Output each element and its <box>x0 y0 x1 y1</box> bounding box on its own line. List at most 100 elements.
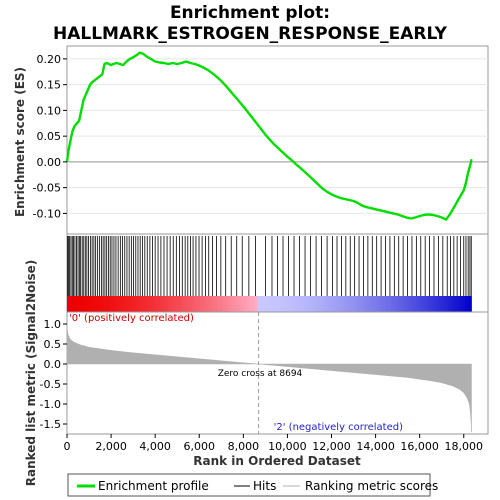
heatmap-segment <box>263 296 267 312</box>
x-axis-ticks: 0 2,000 4,000 6,000 8,000 10,000 12,000 14,000 1… <box>64 434 484 453</box>
heatmap-segment <box>211 296 215 312</box>
heatmap-segment <box>370 296 374 312</box>
rank-heatmap-bar <box>67 296 472 312</box>
heatmap-segment <box>361 296 365 312</box>
heatmap-segment <box>127 296 131 312</box>
heatmap-segment <box>393 296 397 312</box>
heatmap-segment <box>419 296 423 312</box>
heatmap-segment <box>379 296 383 312</box>
enrichment-profile-line <box>65 51 473 221</box>
heatmap-segment <box>321 296 325 312</box>
heatmap-segment <box>358 296 363 312</box>
heatmap-segment <box>329 296 334 312</box>
heatmap-segment <box>286 296 290 312</box>
negative-region-label: '2' (negatively correlated) <box>274 422 403 433</box>
x-tick-label: 2,000 <box>95 440 127 453</box>
x-axis-label: Rank in Ordered Dataset <box>193 454 361 468</box>
heatmap-segment <box>355 296 360 312</box>
heatmap-segment <box>405 296 409 312</box>
heatmap-segment <box>465 296 469 312</box>
heatmap-segment <box>410 296 415 312</box>
legend-enrichment-label: Enrichment profile <box>98 479 209 493</box>
heatmap-segment <box>173 296 178 312</box>
heatmap-segment <box>234 296 238 312</box>
heatmap-segment <box>69 296 74 312</box>
heatmap-segment <box>324 296 328 312</box>
heatmap-segment <box>367 296 371 312</box>
heatmap-segment <box>260 296 264 312</box>
heatmap-segment <box>168 296 172 312</box>
heatmap-segment <box>147 296 152 312</box>
heatmap-segment <box>390 296 394 312</box>
heatmap-segment <box>228 296 233 312</box>
heatmap-segment <box>84 296 88 312</box>
heatmap-segment <box>399 296 403 312</box>
es-y-tick-label: 0.00 <box>37 156 62 169</box>
heatmap-segment <box>243 296 247 312</box>
heatmap-segment <box>381 296 386 312</box>
heatmap-segment <box>428 296 432 312</box>
es-y-tick-label: 0.05 <box>37 130 62 143</box>
legend-metric-label: Ranking metric scores <box>305 479 438 493</box>
x-tick-label: 14,000 <box>356 440 395 453</box>
heatmap-segment <box>341 296 345 312</box>
metric-y-tick-label: -1.5 <box>40 418 61 431</box>
es-panel-frame <box>66 45 489 235</box>
heatmap-segment <box>133 296 137 312</box>
heatmap-segment <box>292 296 296 312</box>
heatmap-segment <box>387 296 391 312</box>
heatmap-segment <box>87 296 91 312</box>
heatmap-segment <box>413 296 417 312</box>
heatmap-segment <box>327 296 331 312</box>
heatmap-segment <box>78 296 82 312</box>
heatmap-segment <box>119 296 123 312</box>
heatmap-segment <box>350 296 354 312</box>
heatmap-segment <box>402 296 406 312</box>
heatmap-segment <box>81 296 85 312</box>
heatmap-segment <box>312 296 316 312</box>
heatmap-segment <box>142 296 146 312</box>
heatmap-segment <box>468 296 472 312</box>
metric-y-tick-label: -0.5 <box>40 378 61 391</box>
hits-panel <box>67 236 472 296</box>
heatmap-segment <box>275 296 279 312</box>
heatmap-segment <box>303 296 308 312</box>
x-tick-label: 6,000 <box>184 440 216 453</box>
metric-y-tick-label: 1.0 <box>44 318 62 331</box>
heatmap-segment <box>436 296 441 312</box>
metric-y-tick-label: 0.5 <box>44 338 62 351</box>
heatmap-segment <box>95 296 100 312</box>
heatmap-segment <box>376 296 380 312</box>
enrichment-profile-series <box>65 51 473 221</box>
x-tick-label: 4,000 <box>139 440 171 453</box>
heatmap-segment <box>214 296 218 312</box>
heatmap-segment <box>347 296 351 312</box>
heatmap-segment <box>165 296 169 312</box>
heatmap-segment <box>459 296 464 312</box>
heatmap-segment <box>159 296 163 312</box>
heatmap-segment <box>237 296 241 312</box>
heatmap-segment <box>384 296 389 312</box>
heatmap-segment <box>298 296 302 312</box>
heatmap-segment <box>439 296 443 312</box>
heatmap-segment <box>433 296 438 312</box>
es-y-tick-label: -0.05 <box>33 182 61 195</box>
heatmap-segment <box>246 296 250 312</box>
heatmap-segment <box>251 296 256 312</box>
ranking-metric-area <box>66 323 472 433</box>
metric-y-tick-label: 0.0 <box>44 358 62 371</box>
heatmap-segment <box>113 296 117 312</box>
heatmap-segment <box>254 296 259 312</box>
metric-y-ticks: -1.5 -1.0 -0.5 0.0 0.5 1.0 <box>40 318 67 431</box>
x-tick-label: 18,000 <box>445 440 484 453</box>
heatmap-segment <box>396 296 400 312</box>
heatmap-segment <box>124 296 129 312</box>
heatmap-segment <box>197 296 201 312</box>
heatmap-segment <box>217 296 221 312</box>
heatmap-segment <box>176 296 181 312</box>
heatmap-segment <box>104 296 108 312</box>
heatmap-segment <box>208 296 212 312</box>
heatmap-segment <box>295 296 299 312</box>
heatmap-segment <box>231 296 235 312</box>
es-y-axis-label: Enrichment score (ES) <box>13 67 27 217</box>
